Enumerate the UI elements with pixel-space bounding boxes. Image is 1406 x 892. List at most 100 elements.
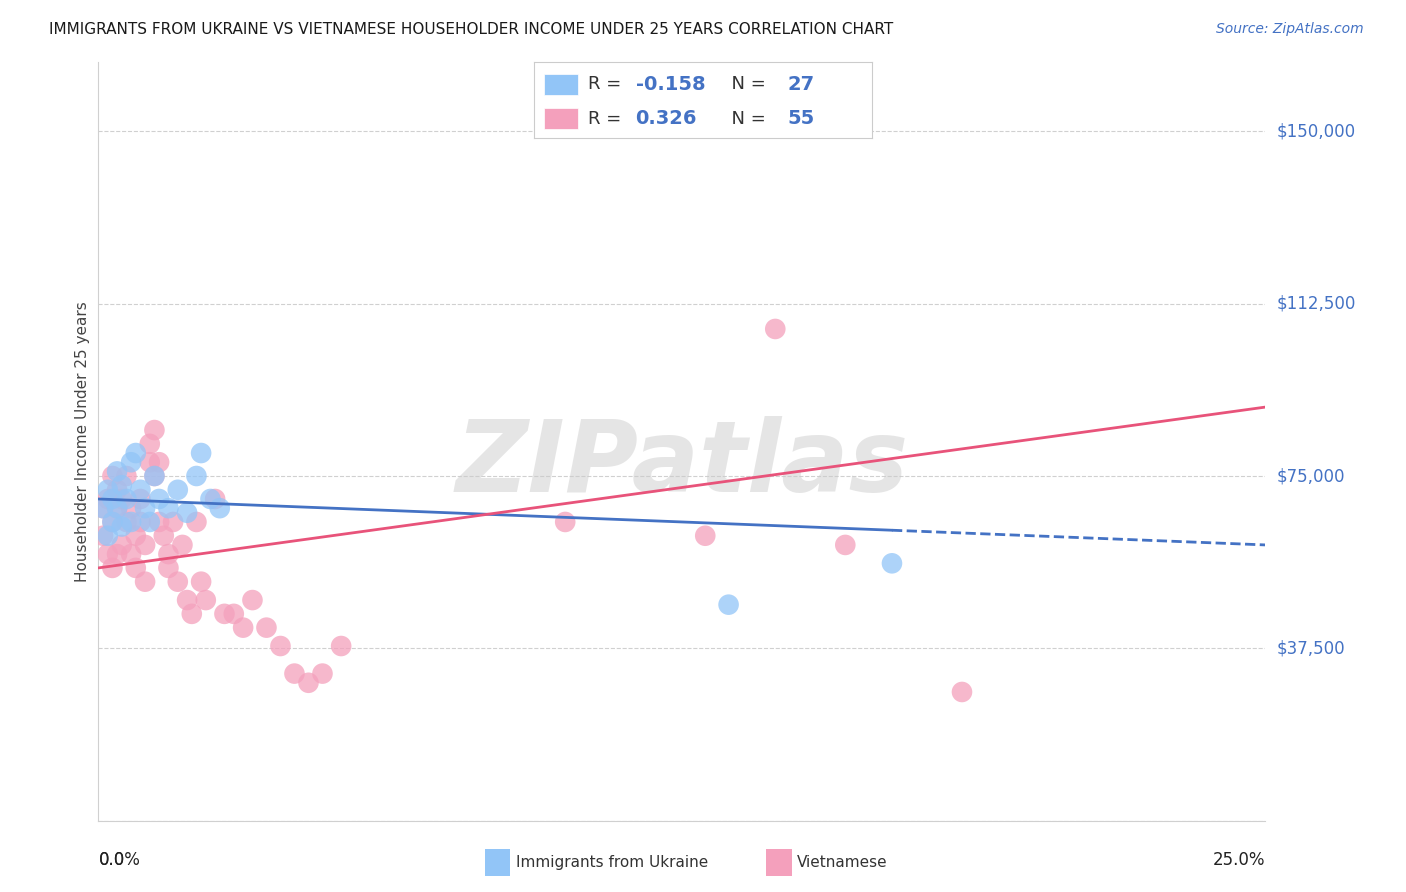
Point — [880, 557, 903, 571]
Point — [194, 593, 217, 607]
Point — [101, 515, 124, 529]
Point — [190, 574, 212, 589]
Y-axis label: Householder Income Under 25 years: Householder Income Under 25 years — [75, 301, 90, 582]
Point — [834, 538, 856, 552]
Text: ZIPatlas: ZIPatlas — [456, 416, 908, 513]
Point — [269, 639, 291, 653]
Point — [554, 515, 576, 529]
Point — [148, 491, 170, 506]
Point — [204, 491, 226, 506]
Point — [125, 561, 148, 575]
Point — [111, 538, 134, 552]
Point — [222, 607, 245, 621]
Point — [101, 469, 124, 483]
Text: $112,500: $112,500 — [1277, 294, 1355, 313]
Point — [91, 501, 114, 516]
Point — [134, 501, 156, 516]
Point — [180, 607, 202, 621]
Point — [283, 666, 305, 681]
Point — [200, 491, 222, 506]
Text: $75,000: $75,000 — [1277, 467, 1346, 485]
Text: R =: R = — [588, 110, 627, 128]
Point — [297, 675, 319, 690]
Text: R =: R = — [588, 76, 627, 94]
Point — [695, 529, 717, 543]
Point — [129, 491, 152, 506]
Point — [143, 423, 166, 437]
Text: 27: 27 — [787, 75, 814, 94]
Text: N =: N = — [720, 76, 772, 94]
Point — [105, 547, 128, 561]
Point — [214, 607, 236, 621]
Point — [101, 515, 124, 529]
Point — [120, 547, 142, 561]
Point — [190, 446, 212, 460]
Point — [157, 561, 180, 575]
Text: $37,500: $37,500 — [1277, 640, 1346, 657]
Point — [101, 491, 124, 506]
Point — [120, 515, 142, 529]
Point — [105, 501, 128, 516]
Point — [208, 501, 231, 516]
Point — [172, 538, 194, 552]
Point — [139, 455, 162, 469]
Point — [97, 491, 120, 506]
Point — [139, 515, 162, 529]
Point — [176, 593, 198, 607]
Text: Vietnamese: Vietnamese — [797, 855, 887, 870]
Point — [105, 483, 128, 497]
Point — [134, 538, 156, 552]
FancyBboxPatch shape — [544, 74, 578, 95]
Point — [148, 455, 170, 469]
Point — [157, 547, 180, 561]
Point — [950, 685, 973, 699]
Point — [763, 322, 786, 336]
Point — [242, 593, 264, 607]
Point — [176, 506, 198, 520]
Point — [166, 574, 188, 589]
Point — [97, 547, 120, 561]
Point — [152, 529, 174, 543]
Point — [162, 515, 184, 529]
Point — [91, 501, 114, 516]
Point — [111, 478, 134, 492]
Text: 55: 55 — [787, 109, 814, 128]
Point — [134, 574, 156, 589]
Point — [115, 491, 138, 506]
Text: N =: N = — [720, 110, 772, 128]
Point — [256, 621, 278, 635]
Point — [148, 515, 170, 529]
Point — [232, 621, 254, 635]
Text: $150,000: $150,000 — [1277, 122, 1355, 140]
Text: -0.158: -0.158 — [636, 75, 706, 94]
Text: 25.0%: 25.0% — [1213, 851, 1265, 869]
Point — [157, 501, 180, 516]
Text: Immigrants from Ukraine: Immigrants from Ukraine — [516, 855, 709, 870]
Point — [97, 529, 120, 543]
Point — [120, 455, 142, 469]
Point — [91, 529, 114, 543]
Point — [105, 501, 128, 516]
Point — [105, 464, 128, 478]
Point — [330, 639, 353, 653]
Text: Source: ZipAtlas.com: Source: ZipAtlas.com — [1216, 22, 1364, 37]
Point — [129, 483, 152, 497]
Point — [311, 666, 333, 681]
Point — [186, 515, 208, 529]
Point — [115, 469, 138, 483]
Text: 0.0%: 0.0% — [98, 851, 141, 869]
Text: 0.0: 0.0 — [98, 851, 125, 869]
Point — [97, 483, 120, 497]
Point — [166, 483, 188, 497]
Point — [120, 501, 142, 516]
Point — [111, 491, 134, 506]
Point — [143, 469, 166, 483]
Point — [125, 529, 148, 543]
Point — [115, 515, 138, 529]
Point — [129, 515, 152, 529]
Text: IMMIGRANTS FROM UKRAINE VS VIETNAMESE HOUSEHOLDER INCOME UNDER 25 YEARS CORRELAT: IMMIGRANTS FROM UKRAINE VS VIETNAMESE HO… — [49, 22, 893, 37]
Text: 0.326: 0.326 — [636, 109, 697, 128]
Point — [139, 437, 162, 451]
Point — [125, 446, 148, 460]
FancyBboxPatch shape — [544, 108, 578, 129]
